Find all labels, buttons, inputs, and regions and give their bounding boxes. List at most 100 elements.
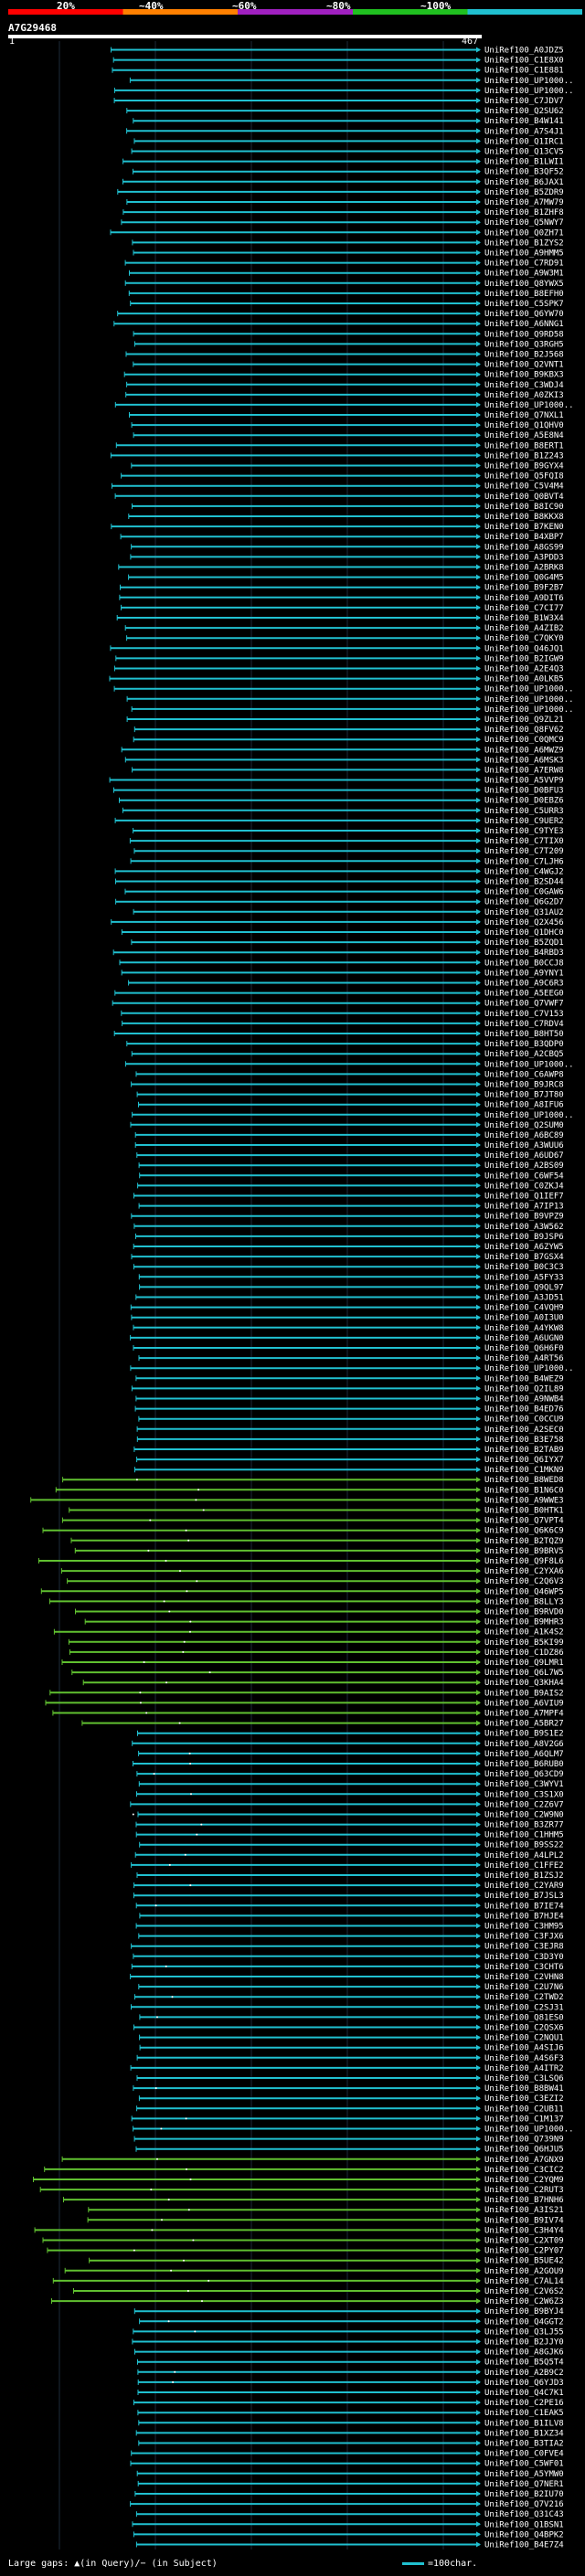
- hit-label[interactable]: UniRef100_Q6IYX7: [484, 1456, 564, 1465]
- hit-label[interactable]: UniRef100_B2JJY0: [484, 2338, 564, 2348]
- hit-label[interactable]: UniRef100_B1ZSJ2: [484, 1871, 564, 1881]
- hit-label[interactable]: UniRef100_C7JDV7: [484, 97, 564, 106]
- hit-label[interactable]: UniRef100_B2IGW9: [484, 654, 564, 663]
- hit-label[interactable]: UniRef100_Q6HJU5: [484, 2146, 564, 2155]
- hit-label[interactable]: UniRef100_Q6H6F0: [484, 1344, 564, 1353]
- hit-label[interactable]: UniRef100_A7MPF4: [484, 1710, 564, 1719]
- hit-label[interactable]: UniRef100_B9BYJ4: [484, 2307, 564, 2316]
- hit-label[interactable]: UniRef100_C2W6Z3: [484, 2297, 564, 2306]
- hit-label[interactable]: UniRef100_A4ZIB2: [484, 624, 564, 633]
- hit-label[interactable]: UniRef100_C2XT09: [484, 2237, 564, 2246]
- hit-label[interactable]: UniRef100_Q4C7K1: [484, 2389, 564, 2398]
- hit-label[interactable]: UniRef100_A6NNG1: [484, 320, 564, 329]
- hit-label[interactable]: UniRef100_A8GS99: [484, 543, 564, 552]
- hit-label[interactable]: UniRef100_C1E8X0: [484, 57, 564, 66]
- hit-label[interactable]: UniRef100_Q9LMR1: [484, 1659, 564, 1668]
- hit-label[interactable]: UniRef100_B2IU70: [484, 2490, 564, 2499]
- hit-label[interactable]: UniRef100_C2VHN8: [484, 1973, 564, 1982]
- hit-label[interactable]: UniRef100_UP1000..: [484, 1111, 574, 1120]
- hit-label[interactable]: UniRef100_C1E881: [484, 67, 564, 76]
- hit-label[interactable]: UniRef100_C1DZ86: [484, 1648, 564, 1658]
- hit-label[interactable]: UniRef100_B3TIA2: [484, 2440, 564, 2449]
- hit-label[interactable]: UniRef100_B7JSL3: [484, 1892, 564, 1901]
- hit-label[interactable]: UniRef100_B8HT50: [484, 1030, 564, 1039]
- hit-label[interactable]: UniRef100_B5Q5T4: [484, 2359, 564, 2368]
- hit-label[interactable]: UniRef100_Q2SU62: [484, 107, 564, 116]
- hit-label[interactable]: UniRef100_B8KKX8: [484, 513, 564, 522]
- hit-label[interactable]: UniRef100_C2Q6V3: [484, 1577, 564, 1586]
- hit-label[interactable]: UniRef100_B1N6C0: [484, 1486, 564, 1495]
- hit-label[interactable]: UniRef100_B4RBD3: [484, 949, 564, 958]
- hit-label[interactable]: UniRef100_C2W9N0: [484, 1811, 564, 1820]
- hit-label[interactable]: UniRef100_B8WED8: [484, 1476, 564, 1485]
- hit-label[interactable]: UniRef100_C2YQM9: [484, 2176, 564, 2185]
- hit-label[interactable]: UniRef100_UP1000..: [484, 87, 574, 96]
- hit-label[interactable]: UniRef100_Q9ZL21: [484, 716, 564, 725]
- hit-label[interactable]: UniRef100_D0BFU3: [484, 787, 564, 796]
- hit-label[interactable]: UniRef100_A2B9C2: [484, 2369, 564, 2378]
- hit-label[interactable]: UniRef100_C5SPK7: [484, 300, 564, 309]
- hit-label[interactable]: UniRef100_Q2VNT1: [484, 361, 564, 370]
- hit-label[interactable]: UniRef100_A0LKB5: [484, 675, 564, 684]
- hit-label[interactable]: UniRef100_Q7VWF7: [484, 1000, 564, 1009]
- hit-label[interactable]: UniRef100_B9JRC8: [484, 1081, 564, 1090]
- hit-label[interactable]: UniRef100_C4WGJ2: [484, 867, 564, 876]
- hit-label[interactable]: UniRef100_C3LSQ6: [484, 2074, 564, 2083]
- hit-label[interactable]: UniRef100_B3QF52: [484, 168, 564, 177]
- hit-label[interactable]: UniRef100_B0HTK1: [484, 1507, 564, 1516]
- hit-label[interactable]: UniRef100_Q7NER1: [484, 2480, 564, 2489]
- hit-label[interactable]: UniRef100_Q9QL97: [484, 1283, 564, 1292]
- hit-label[interactable]: UniRef100_Q7V216: [484, 2500, 564, 2509]
- hit-label[interactable]: UniRef100_A9WWE3: [484, 1496, 564, 1505]
- hit-label[interactable]: UniRef100_A0ZKI3: [484, 391, 564, 400]
- hit-label[interactable]: UniRef100_UP1000..: [484, 2125, 574, 2135]
- hit-label[interactable]: UniRef100_B7GSX4: [484, 1253, 564, 1262]
- hit-label[interactable]: UniRef100_A6MSK3: [484, 756, 564, 765]
- hit-label[interactable]: UniRef100_Q0ZH71: [484, 228, 564, 238]
- hit-label[interactable]: UniRef100_C2YXA6: [484, 1567, 564, 1576]
- hit-label[interactable]: UniRef100_Q6YJD3: [484, 2379, 564, 2388]
- hit-label[interactable]: UniRef100_B4WEZ9: [484, 1374, 564, 1383]
- hit-label[interactable]: UniRef100_C3CIC2: [484, 2166, 564, 2175]
- hit-label[interactable]: UniRef100_C5URR3: [484, 807, 564, 816]
- hit-label[interactable]: UniRef100_C7T209: [484, 847, 564, 856]
- hit-label[interactable]: UniRef100_B3E758: [484, 1436, 564, 1445]
- hit-label[interactable]: UniRef100_B4ED76: [484, 1405, 564, 1415]
- hit-label[interactable]: UniRef100_B9MHR3: [484, 1618, 564, 1627]
- hit-label[interactable]: UniRef100_B9KBX3: [484, 371, 564, 380]
- hit-label[interactable]: UniRef100_C0CCU9: [484, 1415, 564, 1425]
- hit-label[interactable]: UniRef100_B3QDP0: [484, 1040, 564, 1049]
- hit-label[interactable]: UniRef100_A8IFU6: [484, 1101, 564, 1110]
- hit-label[interactable]: UniRef100_A5E8N4: [484, 431, 564, 440]
- hit-label[interactable]: UniRef100_A7GNX9: [484, 2156, 564, 2165]
- hit-label[interactable]: UniRef100_C3EZI2: [484, 2094, 564, 2104]
- hit-label[interactable]: UniRef100_B8EFH0: [484, 290, 564, 299]
- hit-label[interactable]: UniRef100_A6UD67: [484, 1151, 564, 1161]
- hit-label[interactable]: UniRef100_Q6K6C9: [484, 1527, 564, 1536]
- hit-label[interactable]: UniRef100_A5BR27: [484, 1720, 564, 1729]
- hit-label[interactable]: UniRef100_C2V6S2: [484, 2287, 564, 2296]
- hit-label[interactable]: UniRef100_C4VQH9: [484, 1304, 564, 1313]
- hit-label[interactable]: UniRef100_B4E7Z4: [484, 2541, 564, 2550]
- hit-label[interactable]: UniRef100_B7JT80: [484, 1091, 564, 1100]
- hit-label[interactable]: UniRef100_B1ILV8: [484, 2419, 564, 2428]
- hit-label[interactable]: UniRef100_A0I3U0: [484, 1314, 564, 1323]
- hit-label[interactable]: UniRef100_B0CCJ8: [484, 959, 564, 968]
- hit-label[interactable]: UniRef100_Q5NWY7: [484, 218, 564, 228]
- hit-label[interactable]: UniRef100_UP1000..: [484, 685, 574, 694]
- hit-label[interactable]: UniRef100_A9W3M1: [484, 270, 564, 279]
- hit-label[interactable]: UniRef100_Q7VPT4: [484, 1517, 564, 1526]
- hit-label[interactable]: UniRef100_UP1000..: [484, 1364, 574, 1373]
- hit-label[interactable]: UniRef100_C2U7N6: [484, 1983, 564, 1992]
- hit-label[interactable]: UniRef100_B9IV74: [484, 2216, 564, 2225]
- hit-label[interactable]: UniRef100_B9AIS2: [484, 1689, 564, 1698]
- hit-label[interactable]: UniRef100_C9TYE3: [484, 827, 564, 836]
- hit-label[interactable]: UniRef100_C7TIX0: [484, 837, 564, 846]
- hit-label[interactable]: UniRef100_C5V4M4: [484, 482, 564, 492]
- hit-label[interactable]: UniRef100_A3WUU6: [484, 1141, 564, 1150]
- hit-label[interactable]: UniRef100_B8IC90: [484, 503, 564, 512]
- hit-label[interactable]: UniRef100_B5ZQD1: [484, 938, 564, 948]
- hit-label[interactable]: UniRef100_A4LPL2: [484, 1851, 564, 1860]
- hit-label[interactable]: UniRef100_A6UGN0: [484, 1334, 564, 1343]
- hit-label[interactable]: UniRef100_C1EAK5: [484, 2409, 564, 2418]
